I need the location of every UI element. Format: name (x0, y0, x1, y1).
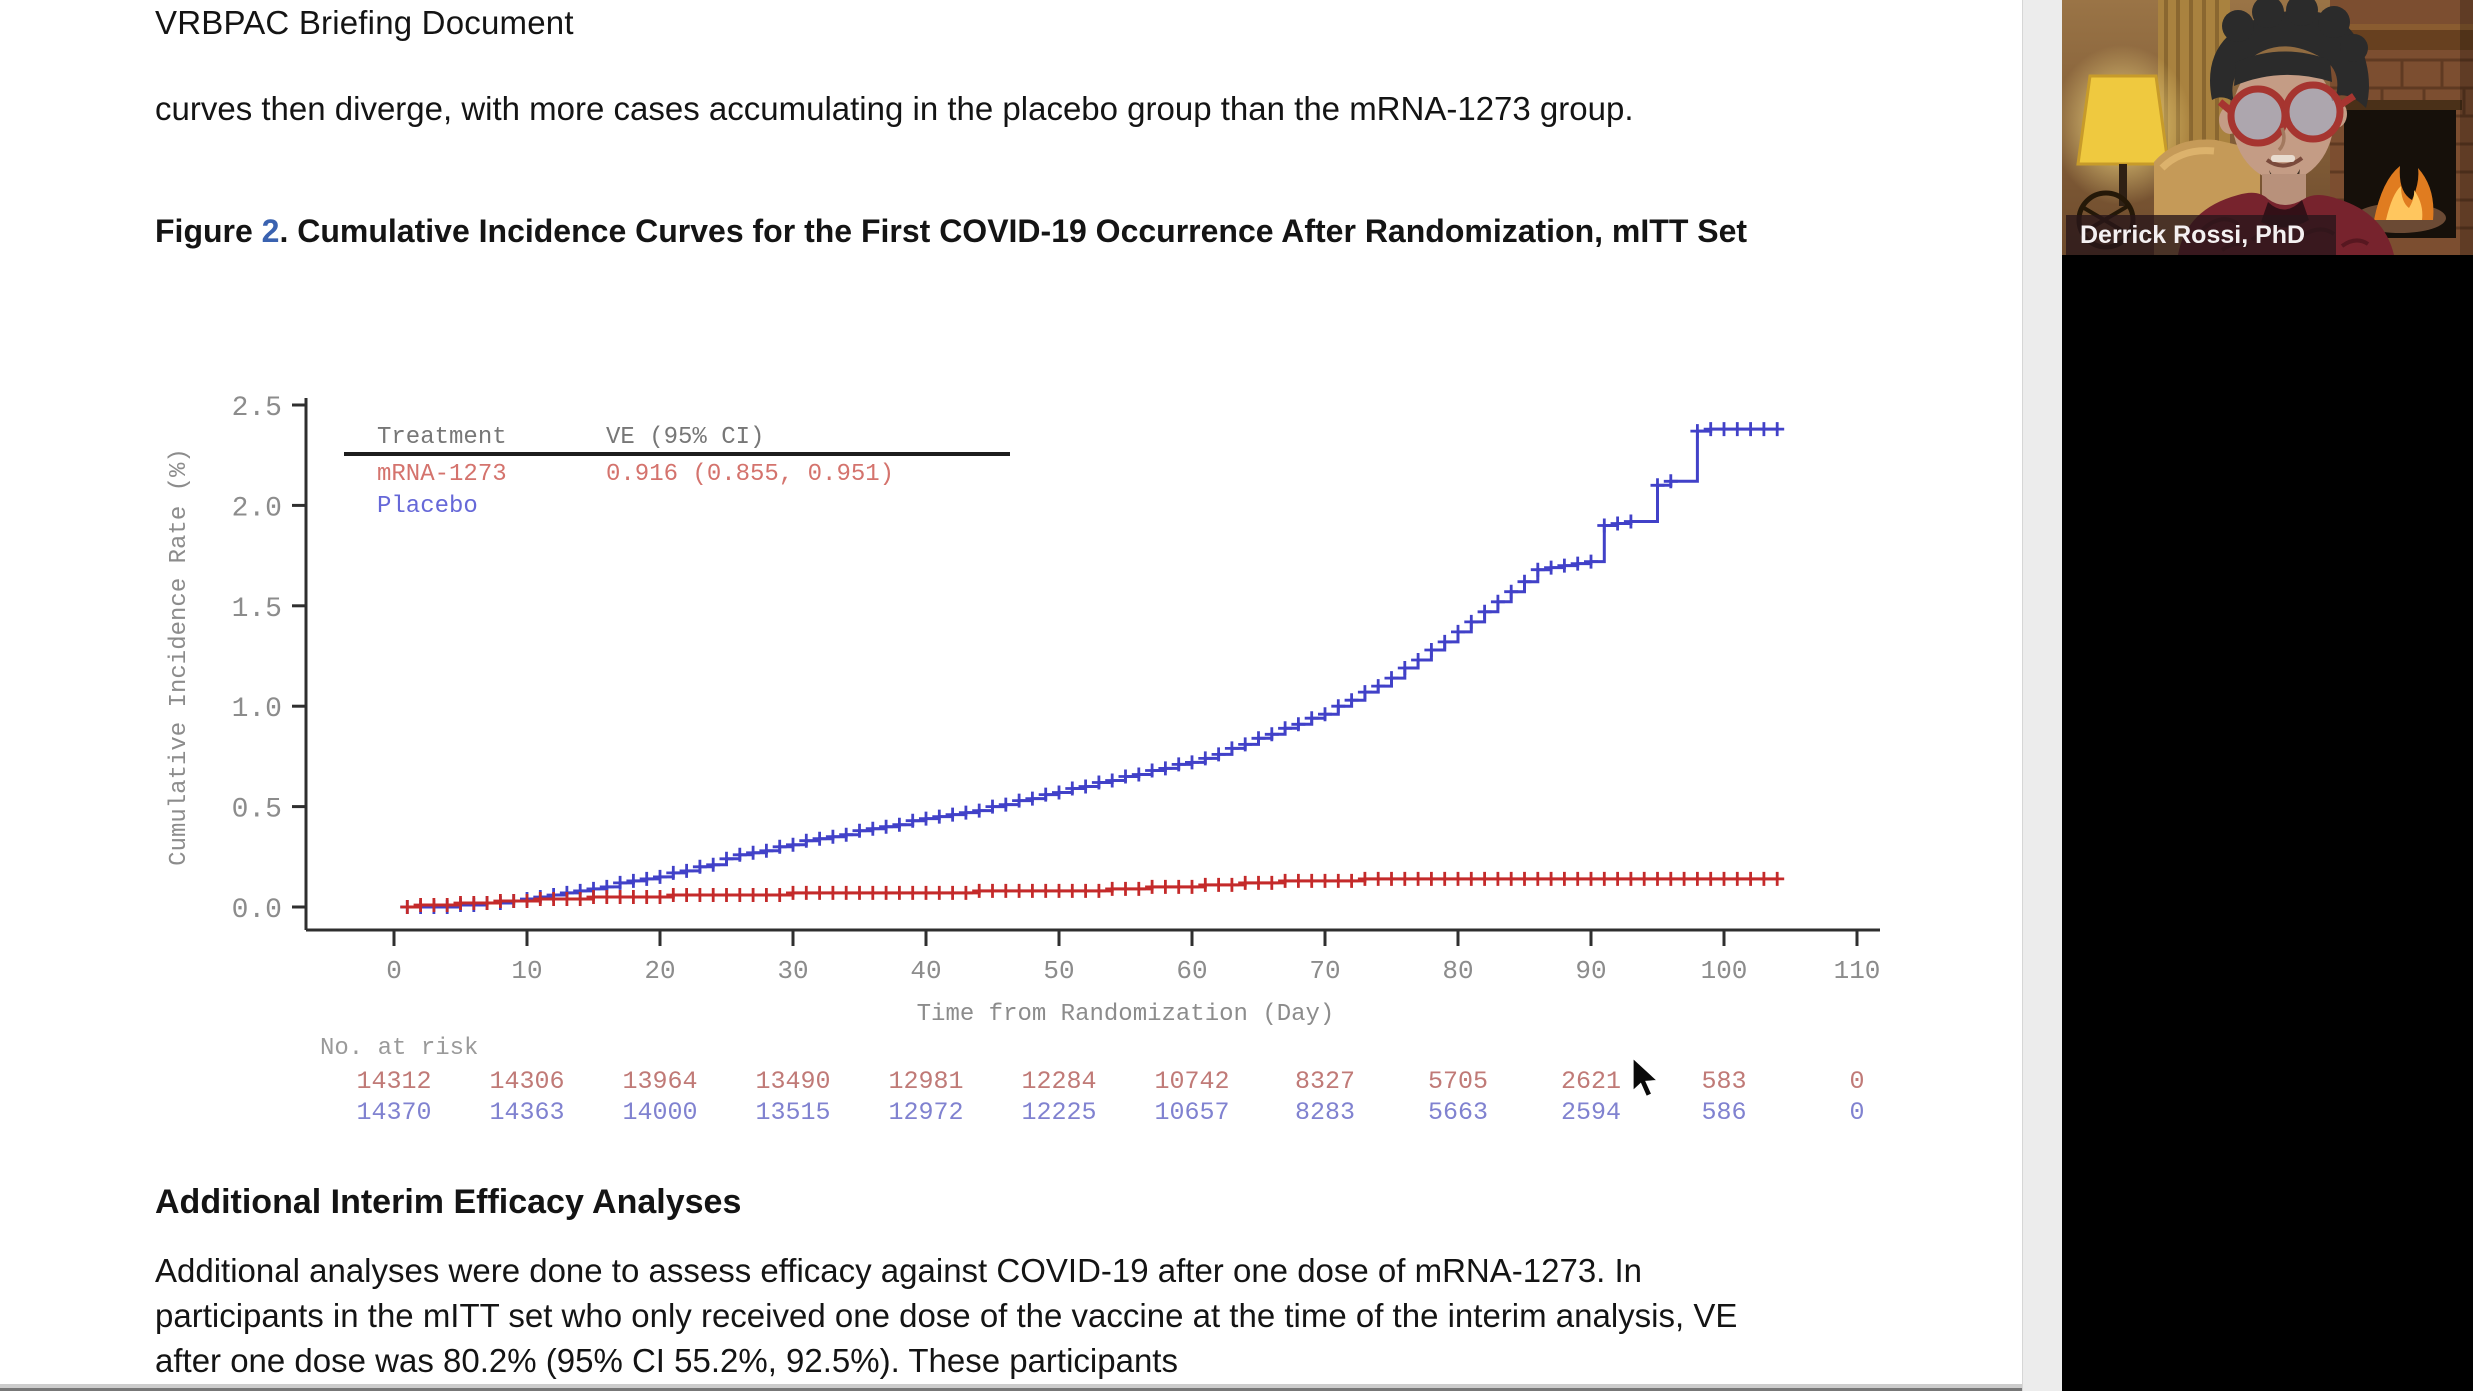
svg-text:Treatment: Treatment (377, 424, 507, 451)
svg-text:80: 80 (1442, 956, 1473, 986)
svg-text:110: 110 (1834, 956, 1881, 986)
svg-text:Time from Randomization (Day): Time from Randomization (Day) (917, 1001, 1335, 1028)
svg-text:8283: 8283 (1295, 1098, 1355, 1127)
figure-number-link[interactable]: 2 (261, 213, 280, 249)
svg-text:5663: 5663 (1428, 1098, 1488, 1127)
svg-text:60: 60 (1176, 956, 1207, 986)
svg-text:14370: 14370 (356, 1098, 431, 1127)
svg-text:586: 586 (1701, 1098, 1746, 1127)
figure-caption-text: . Cumulative Incidence Curves for the Fi… (279, 213, 1748, 249)
svg-text:90: 90 (1575, 956, 1606, 986)
svg-text:0.916 (0.855, 0.951): 0.916 (0.855, 0.951) (606, 461, 894, 488)
svg-text:10: 10 (511, 956, 542, 986)
svg-text:14306: 14306 (489, 1067, 564, 1096)
svg-text:100: 100 (1701, 956, 1748, 986)
svg-text:2.0: 2.0 (232, 493, 282, 524)
paragraph-curves-diverge: curves then diverge, with more cases acc… (155, 90, 1634, 127)
svg-text:13964: 13964 (622, 1067, 697, 1096)
figure-caption: Figure 2. Cumulative Incidence Curves fo… (155, 210, 1835, 252)
svg-text:13515: 13515 (755, 1098, 830, 1127)
svg-text:0.5: 0.5 (232, 795, 282, 826)
figure-2-cumulative-incidence-chart: 0.0 0.5 1.0 1.5 2.0 2.5 0 10 20 30 40 50 60 70 80 90 100… (166, 393, 1881, 1127)
video-edge-shade (2460, 0, 2473, 255)
document-page: VRBPAC Briefing Document curves then div… (0, 0, 2062, 1391)
svg-text:0: 0 (1849, 1067, 1864, 1096)
svg-text:mRNA-1273: mRNA-1273 (377, 461, 507, 488)
svg-text:30: 30 (777, 956, 808, 986)
participant-name: Derrick Rossi, PhD (2080, 221, 2306, 249)
svg-text:20: 20 (644, 956, 675, 986)
svg-text:12284: 12284 (1021, 1067, 1096, 1096)
svg-text:No. at risk: No. at risk (320, 1035, 478, 1062)
svg-text:40: 40 (910, 956, 941, 986)
svg-text:0: 0 (1849, 1098, 1864, 1127)
svg-text:14312: 14312 (356, 1067, 431, 1096)
svg-text:583: 583 (1701, 1067, 1746, 1096)
paragraph-additional-analyses: Additional analyses were done to assess … (155, 1252, 1738, 1379)
figure-caption-prefix: Figure (155, 213, 262, 249)
svg-text:14363: 14363 (489, 1098, 564, 1127)
svg-text:10742: 10742 (1154, 1067, 1229, 1096)
svg-text:VE (95% CI): VE (95% CI) (606, 424, 764, 451)
svg-text:0.0: 0.0 (232, 895, 282, 926)
svg-text:12972: 12972 (888, 1098, 963, 1127)
svg-text:8327: 8327 (1295, 1067, 1355, 1096)
participant-name-tag: Derrick Rossi, PhD (2066, 215, 2336, 255)
video-sidebar: Derrick Rossi, PhD (2062, 0, 2473, 1391)
svg-text:2.5: 2.5 (232, 393, 282, 424)
participant-video-tile[interactable]: Derrick Rossi, PhD (2062, 0, 2473, 255)
scrollbar-track[interactable] (2022, 0, 2063, 1391)
page-bottom-border (0, 1384, 2062, 1391)
svg-text:0: 0 (386, 956, 402, 986)
section-heading: Additional Interim Efficacy Analyses (155, 1183, 742, 1221)
svg-text:Placebo: Placebo (377, 493, 478, 520)
svg-text:Cumulative Incidence Rate (%): Cumulative Incidence Rate (%) (166, 448, 193, 866)
svg-text:2621: 2621 (1561, 1067, 1621, 1096)
svg-text:70: 70 (1309, 956, 1340, 986)
svg-text:12225: 12225 (1021, 1098, 1096, 1127)
svg-text:50: 50 (1043, 956, 1074, 986)
armchair-highlight (2159, 147, 2215, 171)
svg-text:10657: 10657 (1154, 1098, 1229, 1127)
svg-text:12981: 12981 (888, 1067, 963, 1096)
document-header: VRBPAC Briefing Document (155, 4, 574, 41)
svg-text:14000: 14000 (622, 1098, 697, 1127)
svg-text:5705: 5705 (1428, 1067, 1488, 1096)
svg-text:1.0: 1.0 (232, 694, 282, 725)
svg-text:2594: 2594 (1561, 1098, 1621, 1127)
svg-text:1.5: 1.5 (232, 594, 282, 625)
svg-text:13490: 13490 (755, 1067, 830, 1096)
